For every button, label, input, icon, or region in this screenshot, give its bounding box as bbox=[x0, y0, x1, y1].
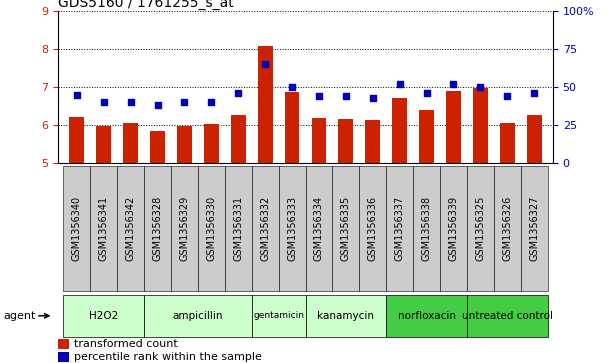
Text: H2O2: H2O2 bbox=[89, 311, 119, 321]
Bar bbox=[258, 46, 273, 163]
Text: transformed count: transformed count bbox=[74, 339, 178, 349]
Text: gentamicin: gentamicin bbox=[253, 311, 304, 320]
Bar bbox=[58, 352, 69, 362]
Text: GSM1356329: GSM1356329 bbox=[180, 196, 189, 261]
Bar bbox=[306, 166, 332, 291]
Point bbox=[314, 93, 324, 99]
Text: GSM1356341: GSM1356341 bbox=[99, 196, 109, 261]
Bar bbox=[446, 91, 461, 163]
Text: GSM1356333: GSM1356333 bbox=[287, 196, 297, 261]
Point bbox=[341, 93, 351, 99]
Text: GSM1356338: GSM1356338 bbox=[422, 196, 431, 261]
Bar bbox=[252, 166, 279, 291]
Bar bbox=[467, 166, 494, 291]
Point bbox=[72, 92, 82, 98]
Bar bbox=[332, 166, 359, 291]
Bar bbox=[204, 125, 219, 163]
Bar bbox=[359, 166, 386, 291]
Text: GSM1356328: GSM1356328 bbox=[153, 196, 163, 261]
Point bbox=[502, 93, 512, 99]
Bar bbox=[386, 166, 413, 291]
Point bbox=[260, 61, 270, 67]
Text: norfloxacin: norfloxacin bbox=[398, 311, 456, 321]
Bar bbox=[392, 98, 407, 163]
Text: GSM1356325: GSM1356325 bbox=[475, 196, 485, 261]
Text: GDS5160 / 1761255_s_at: GDS5160 / 1761255_s_at bbox=[58, 0, 234, 10]
Text: agent: agent bbox=[3, 311, 35, 321]
Bar bbox=[231, 115, 246, 163]
Bar bbox=[338, 119, 353, 163]
Bar bbox=[467, 295, 547, 337]
Bar bbox=[527, 115, 541, 163]
Bar bbox=[97, 126, 111, 163]
Bar bbox=[90, 166, 117, 291]
Text: GSM1356339: GSM1356339 bbox=[448, 196, 458, 261]
Bar bbox=[64, 295, 144, 337]
Bar bbox=[312, 118, 326, 163]
Bar bbox=[440, 166, 467, 291]
Bar bbox=[58, 339, 69, 349]
Point bbox=[99, 99, 109, 105]
Bar bbox=[306, 295, 386, 337]
Text: GSM1356335: GSM1356335 bbox=[341, 196, 351, 261]
Bar bbox=[144, 166, 171, 291]
Bar bbox=[177, 126, 192, 163]
Bar bbox=[123, 123, 138, 163]
Point bbox=[287, 84, 297, 90]
Bar bbox=[473, 88, 488, 163]
Text: percentile rank within the sample: percentile rank within the sample bbox=[74, 352, 262, 362]
Bar bbox=[70, 117, 84, 163]
Bar bbox=[413, 166, 440, 291]
Bar bbox=[494, 166, 521, 291]
Text: GSM1356327: GSM1356327 bbox=[529, 196, 539, 261]
Point bbox=[475, 84, 485, 90]
Point bbox=[422, 90, 431, 96]
Bar bbox=[386, 295, 467, 337]
Bar bbox=[279, 166, 306, 291]
Text: GSM1356334: GSM1356334 bbox=[314, 196, 324, 261]
Bar bbox=[144, 295, 252, 337]
Text: GSM1356337: GSM1356337 bbox=[395, 196, 404, 261]
Point bbox=[395, 81, 404, 87]
Bar bbox=[64, 166, 90, 291]
Point bbox=[180, 99, 189, 105]
Bar bbox=[198, 166, 225, 291]
Bar bbox=[117, 166, 144, 291]
Text: ampicillin: ampicillin bbox=[173, 311, 223, 321]
Text: untreated control: untreated control bbox=[462, 311, 553, 321]
Point bbox=[448, 81, 458, 87]
Bar bbox=[225, 166, 252, 291]
Bar bbox=[500, 123, 514, 163]
Text: GSM1356336: GSM1356336 bbox=[368, 196, 378, 261]
Bar bbox=[521, 166, 547, 291]
Text: kanamycin: kanamycin bbox=[317, 311, 375, 321]
Bar bbox=[419, 110, 434, 163]
Point bbox=[126, 99, 136, 105]
Bar bbox=[252, 295, 306, 337]
Bar bbox=[285, 92, 299, 163]
Text: GSM1356332: GSM1356332 bbox=[260, 196, 270, 261]
Bar bbox=[171, 166, 198, 291]
Point bbox=[153, 102, 163, 108]
Bar bbox=[365, 120, 380, 163]
Text: GSM1356340: GSM1356340 bbox=[72, 196, 82, 261]
Text: GSM1356330: GSM1356330 bbox=[207, 196, 216, 261]
Point bbox=[368, 95, 378, 101]
Text: GSM1356326: GSM1356326 bbox=[502, 196, 512, 261]
Text: GSM1356342: GSM1356342 bbox=[126, 196, 136, 261]
Bar bbox=[150, 131, 165, 163]
Point bbox=[207, 99, 216, 105]
Point bbox=[233, 90, 243, 96]
Point bbox=[529, 90, 539, 96]
Text: GSM1356331: GSM1356331 bbox=[233, 196, 243, 261]
